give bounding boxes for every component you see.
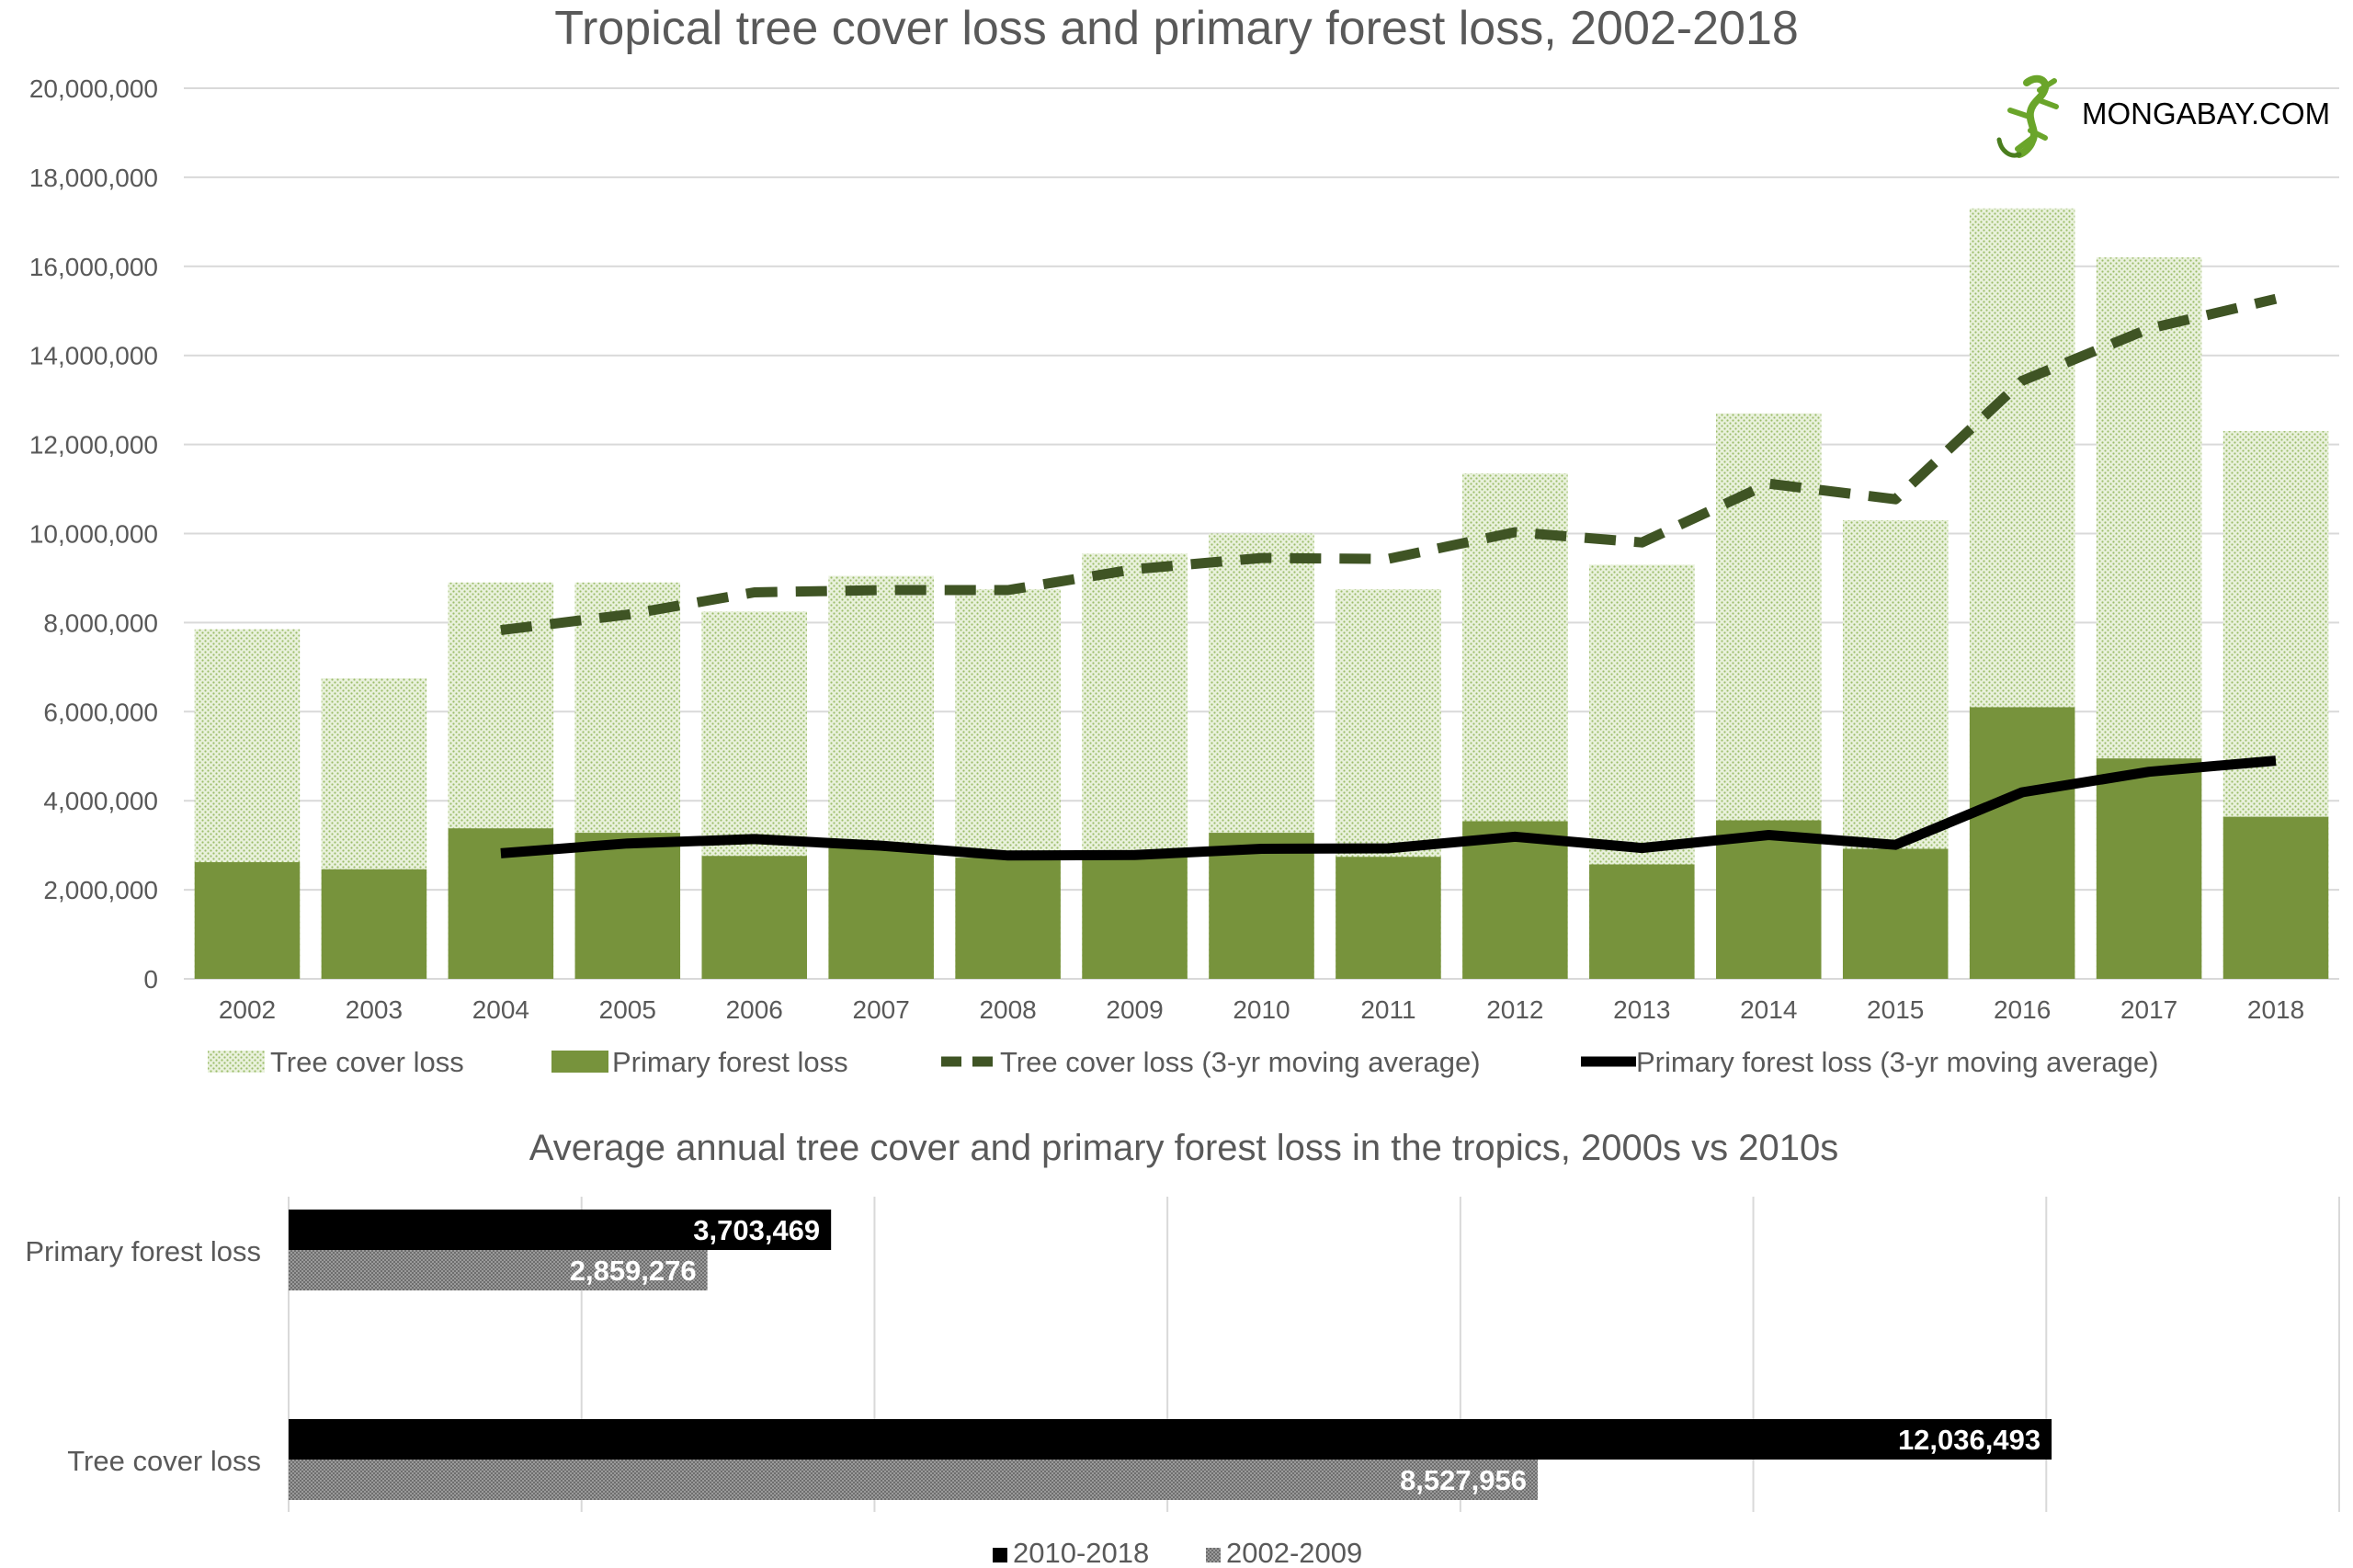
y-tick-label: 16,000,000	[29, 253, 158, 281]
data-label-2010-2018: 12,036,493	[1898, 1424, 2040, 1456]
x-tick-label: 2005	[599, 995, 656, 1024]
x-tick-label: 2002	[219, 995, 276, 1024]
primary-forest-loss-bar	[2222, 816, 2329, 979]
x-tick-label: 2006	[726, 995, 783, 1024]
primary-forest-loss-bar	[1842, 848, 1949, 979]
x-tick-label: 2007	[853, 995, 910, 1024]
primary-forest-loss-bar	[321, 869, 427, 979]
main-chart-lines	[500, 293, 2278, 861]
y-tick-label: 0	[143, 965, 158, 994]
primary-forest-loss-bar	[574, 833, 681, 979]
y-tick-label: 10,000,000	[29, 520, 158, 549]
bar-2002-2009	[289, 1460, 1538, 1500]
mongabay-logo: MONGABAY.COM	[1996, 74, 2330, 158]
legend-label-tree-cover: Tree cover loss	[270, 1046, 464, 1078]
comparison-chart: Average annual tree cover and primary fo…	[25, 1128, 2340, 1568]
x-tick-label: 2016	[1994, 995, 2051, 1024]
main-chart-legend: Tree cover loss Primary forest loss Tree c…	[208, 1046, 2159, 1078]
legend-label-tree-cover-average: Tree cover loss (3-yr moving average)	[1000, 1046, 1481, 1078]
x-tick-label: 2004	[472, 995, 529, 1024]
y-tick-label: 12,000,000	[29, 431, 158, 460]
primary-forest-loss-bar	[701, 856, 807, 979]
y-tick-label: 4,000,000	[43, 787, 158, 815]
y-tick-label: 2,000,000	[43, 876, 158, 904]
legend-label-2010-2018: 2010-2018	[1013, 1537, 1149, 1568]
comparison-chart-legend: 2010-2018 2002-2009	[993, 1537, 1362, 1568]
comparison-chart-title: Average annual tree cover and primary fo…	[529, 1128, 1838, 1168]
legend-label-primary: Primary forest loss	[612, 1046, 848, 1078]
main-chart: Tropical tree cover loss and primary for…	[29, 2, 2339, 1078]
primary-forest-loss-bar	[1209, 833, 1314, 979]
primary-forest-loss-bar	[2096, 758, 2202, 979]
x-tick-label: 2008	[979, 995, 1036, 1024]
legend-swatch-primary	[551, 1051, 608, 1073]
primary-forest-loss-bar	[1336, 857, 1441, 979]
bar-2002-2009	[289, 1250, 708, 1290]
primary-forest-loss-bar	[1462, 821, 1568, 979]
primary-forest-loss-bar	[1716, 820, 1822, 979]
x-tick-label: 2014	[1740, 995, 1797, 1024]
main-chart-y-axis: 0 2,000,000 4,000,000 6,000,000 8,000,000 10,…	[29, 74, 158, 994]
legend-label-primary-average: Primary forest loss (3-yr moving average…	[1636, 1046, 2159, 1078]
category-label: Tree cover loss	[67, 1445, 261, 1477]
y-tick-label: 14,000,000	[29, 342, 158, 370]
data-label-2002-2009: 2,859,276	[570, 1255, 697, 1287]
comparison-chart-categories: Primary forest loss Tree cover loss	[25, 1235, 261, 1477]
x-tick-label: 2011	[1360, 995, 1415, 1024]
x-tick-label: 2012	[1486, 995, 1543, 1024]
comparison-chart-bars: 3,703,469 2,859,276 12,036,493 8,527,956	[289, 1210, 2052, 1500]
bar-2010-2018	[289, 1210, 832, 1250]
x-tick-label: 2017	[2120, 995, 2177, 1024]
primary-forest-loss-bar	[1969, 707, 2075, 979]
primary-forest-loss-bar	[1082, 854, 1188, 979]
main-chart-title: Tropical tree cover loss and primary for…	[554, 2, 1799, 55]
data-label-2002-2009: 8,527,956	[1400, 1464, 1527, 1496]
y-tick-label: 8,000,000	[43, 608, 158, 637]
legend-label-2002-2009: 2002-2009	[1226, 1537, 1362, 1568]
category-label: Primary forest loss	[25, 1235, 261, 1267]
main-chart-bars	[194, 208, 2329, 979]
primary-forest-loss-bar	[1589, 864, 1695, 979]
logo-text: MONGABAY.COM	[2082, 97, 2330, 131]
gecko-icon	[1996, 74, 2059, 158]
primary-forest-moving-average-line	[500, 756, 2277, 861]
x-tick-label: 2015	[1867, 995, 1924, 1024]
legend-swatch-2002-2009	[1206, 1548, 1221, 1562]
x-tick-label: 2013	[1613, 995, 1670, 1024]
x-tick-label: 2003	[346, 995, 403, 1024]
y-tick-label: 20,000,000	[29, 74, 158, 103]
x-tick-label: 2018	[2247, 995, 2304, 1024]
x-tick-label: 2010	[1233, 995, 1290, 1024]
data-label-2010-2018: 3,703,469	[693, 1214, 820, 1246]
primary-forest-loss-bar	[828, 847, 934, 979]
y-tick-label: 18,000,000	[29, 164, 158, 192]
y-tick-label: 6,000,000	[43, 698, 158, 726]
primary-forest-loss-bar	[194, 862, 301, 979]
tree-cover-moving-average-line	[500, 293, 2278, 636]
main-chart-x-axis: 2002 2003 2004 2005 2006 2007 2008 2009 2010 2011…	[219, 995, 2304, 1024]
legend-swatch-tree-cover	[208, 1051, 265, 1073]
primary-forest-loss-bar	[955, 858, 1061, 979]
bar-2010-2018	[289, 1419, 2052, 1460]
legend-swatch-2010-2018	[993, 1548, 1007, 1562]
x-tick-label: 2009	[1106, 995, 1163, 1024]
